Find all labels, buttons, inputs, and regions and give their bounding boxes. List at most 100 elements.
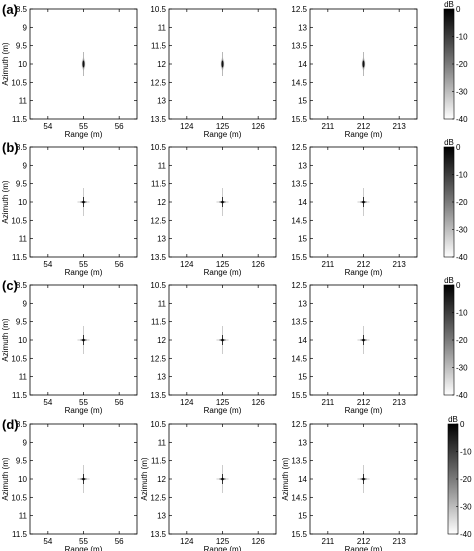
y-tick-label: 13 [298,23,307,32]
target-peak [362,338,365,342]
y-tick-label: 12.5 [150,216,166,225]
colorbar-tick-label: -40 [456,253,468,262]
x-tick-label: 125 [216,260,230,269]
y-tick-label: 11.5 [151,457,167,466]
y-tick-label: 10 [18,336,27,345]
colorbar-tick-label: -40 [456,391,468,400]
y-tick-label: 11 [158,299,167,308]
x-axis-label: Range (m) [65,406,103,415]
target-peak [221,338,224,342]
y-tick-label: 12.5 [291,281,307,290]
y-tick-label: 12.5 [291,5,307,14]
y-tick-label: 13.5 [291,42,307,51]
x-tick-label: 212 [357,398,371,407]
y-tick-label: 13.5 [150,115,166,124]
y-tick-label: 15 [298,235,307,244]
colorbar: dB0 -10 -20 -30 -40 [443,276,468,400]
y-tick-label: 11.5 [12,391,28,400]
colorbar-tick-label: -30 [456,226,468,235]
y-tick-label: 15 [298,512,307,521]
figure-row: (a) 54 55 56 8.5 9 9.5 10 10.5 11 11.5 Range (m) Azi… [1,0,468,139]
y-tick-label: 13.5 [291,180,307,189]
x-tick-label: 211 [321,260,334,269]
row-label: (c) [2,278,18,293]
target-peak [221,477,224,481]
y-tick-label: 10.5 [150,5,166,14]
x-axis-label: Range (m) [204,130,242,139]
x-tick-label: 124 [180,260,194,269]
y-axis-label: Azimuth (m) [140,457,149,500]
y-tick-label: 10.5 [11,354,27,363]
y-tick-label: 14 [298,198,307,207]
y-tick-label: 15 [298,373,307,382]
y-tick-label: 9 [23,161,28,170]
y-tick-label: 10.5 [11,493,27,502]
y-axis-label: Azimuth (m) [1,42,10,85]
panel: 124 125 126 10.5 11 11.5 12 12.5 13 13.5 Range (m)… [140,420,277,551]
row-label: (a) [2,2,18,17]
colorbar-tick-label: -30 [456,364,468,373]
figure-row: (c) 54 55 56 8.5 9 9.5 10 10.5 11 11.5 Range (m) Azi… [1,276,468,415]
panel: 54 55 56 8.5 9 9.5 10 10.5 11 11.5 Range (m) Azimut… [1,143,138,277]
x-tick-label: 213 [392,537,406,546]
y-tick-label: 10.5 [150,281,166,290]
y-tick-label: 10 [18,198,27,207]
figure-row: (b) 54 55 56 8.5 9 9.5 10 10.5 11 11.5 Range (m) Azi… [1,138,468,277]
colorbar-tick-label: 0 [456,143,461,152]
x-tick-label: 54 [43,398,52,407]
figure-row: (d) 54 55 56 8.5 9 9.5 10 10.5 11 11.5 Range (m) Azi… [1,415,472,551]
y-tick-label: 13.5 [150,253,166,262]
colorbar-tick-label: -20 [460,475,472,484]
colorbar-tick-label: -10 [460,448,472,457]
y-tick-label: 12 [157,336,166,345]
y-tick-label: 14 [298,475,307,484]
y-tick-label: 12.5 [150,354,166,363]
y-tick-label: 13.5 [291,457,307,466]
y-tick-label: 10 [18,60,27,69]
y-tick-label: 8.5 [16,5,28,14]
target-peak [362,60,365,68]
y-tick-label: 9 [23,438,28,447]
panel: 211 212 213 12.5 13 13.5 14 14.5 15 15.5 Range (m) [291,143,418,277]
x-tick-label: 125 [216,122,230,131]
y-tick-label: 9.5 [16,457,28,466]
y-tick-label: 13 [298,161,307,170]
row-label: (b) [2,140,19,155]
x-tick-label: 211 [321,537,334,546]
y-tick-label: 15.5 [291,530,307,539]
y-tick-label: 11 [19,235,28,244]
x-axis-label: Range (m) [204,406,242,415]
target-peak [362,200,365,204]
x-tick-label: 212 [357,122,371,131]
colorbar-tick-label: -10 [456,309,468,318]
y-tick-label: 9.5 [16,42,28,51]
panel: 54 55 56 8.5 9 9.5 10 10.5 11 11.5 Range (m) Azimut… [1,420,138,551]
x-tick-label: 126 [251,260,265,269]
y-tick-label: 13.5 [150,391,166,400]
colorbar-tick-label: -30 [460,503,472,512]
y-tick-label: 12 [157,60,166,69]
point-target [361,52,366,76]
x-tick-label: 213 [392,398,406,407]
y-tick-label: 14.5 [291,78,307,87]
x-axis-label: Range (m) [65,545,103,551]
y-tick-label: 10.5 [150,143,166,152]
x-tick-label: 56 [115,537,124,546]
y-tick-label: 11 [19,97,28,106]
x-axis-label: Range (m) [345,268,383,277]
x-tick-label: 126 [251,398,265,407]
y-tick-label: 13 [298,299,307,308]
point-target [357,188,370,216]
colorbar-unit-label: dB [444,276,454,285]
y-tick-label: 11 [19,512,28,521]
colorbar-tick-label: -40 [456,115,468,124]
x-axis-label: Range (m) [345,130,383,139]
y-tick-label: 15 [298,97,307,106]
y-tick-label: 11 [158,438,167,447]
x-axis-label: Range (m) [65,130,103,139]
target-peak [221,60,224,68]
colorbar-tick-label: -10 [456,171,468,180]
colorbar: dB0 -10 -20 -30 -40 [443,0,468,124]
